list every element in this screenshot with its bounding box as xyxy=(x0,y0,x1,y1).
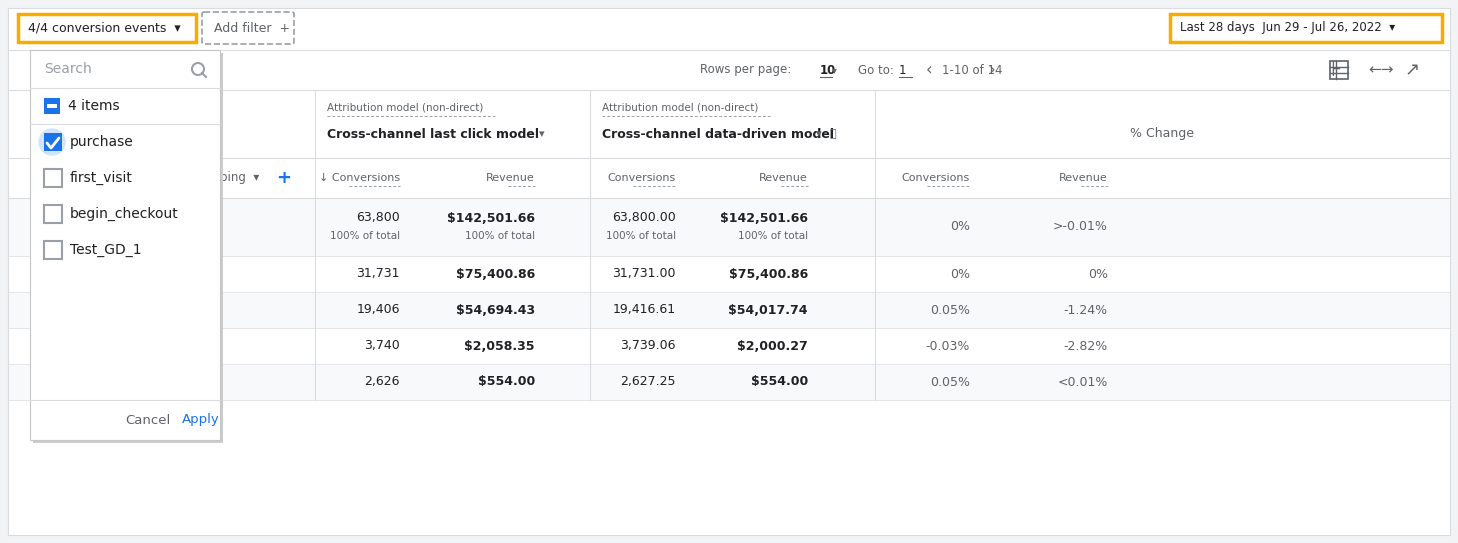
Text: 10: 10 xyxy=(819,64,837,77)
Bar xyxy=(7,256,1451,292)
Text: ⊦: ⊦ xyxy=(1330,60,1341,80)
Text: Conversions: Conversions xyxy=(608,173,677,183)
Text: $54,694.43: $54,694.43 xyxy=(456,304,535,317)
Text: 19,406: 19,406 xyxy=(357,304,399,317)
Text: 0%: 0% xyxy=(1088,268,1108,281)
Text: ↓ Conversions: ↓ Conversions xyxy=(319,173,399,183)
Text: $142,501.66: $142,501.66 xyxy=(448,212,535,224)
FancyBboxPatch shape xyxy=(203,12,295,44)
Text: Cross-channel data-driven model: Cross-channel data-driven model xyxy=(602,128,834,141)
Text: first_visit: first_visit xyxy=(70,171,133,185)
Text: 4/4 conversion events  ▾: 4/4 conversion events ▾ xyxy=(28,22,181,35)
Text: $75,400.86: $75,400.86 xyxy=(456,268,535,281)
Text: $554.00: $554.00 xyxy=(751,376,808,388)
Text: 0%: 0% xyxy=(951,268,970,281)
Bar xyxy=(44,241,63,259)
Bar xyxy=(17,14,195,42)
Text: <0.01%: <0.01% xyxy=(1057,376,1108,388)
Text: ▾: ▾ xyxy=(816,129,822,139)
Text: 4 items: 4 items xyxy=(69,99,120,113)
Text: Revenue: Revenue xyxy=(1060,173,1108,183)
Text: ←→: ←→ xyxy=(1368,62,1394,78)
Text: $75,400.86: $75,400.86 xyxy=(729,268,808,281)
Bar xyxy=(7,158,1451,198)
Bar xyxy=(47,104,57,108)
Text: 100% of total: 100% of total xyxy=(465,231,535,241)
Text: 63,800: 63,800 xyxy=(356,212,399,224)
Text: 0.05%: 0.05% xyxy=(930,376,970,388)
Text: 1: 1 xyxy=(900,64,907,77)
Text: 0%: 0% xyxy=(951,220,970,233)
Text: ▾: ▾ xyxy=(833,65,837,75)
Bar xyxy=(7,292,1451,328)
Bar xyxy=(7,328,1451,364)
Text: purchase: purchase xyxy=(70,135,134,149)
Text: Rows per page:: Rows per page: xyxy=(700,64,792,77)
Text: ›: › xyxy=(989,61,994,79)
Bar xyxy=(875,90,1451,158)
Bar xyxy=(7,198,1451,256)
Text: 2,627.25: 2,627.25 xyxy=(621,376,677,388)
Text: ↗: ↗ xyxy=(1404,61,1419,79)
Text: 63,800.00: 63,800.00 xyxy=(612,212,677,224)
Text: Revenue: Revenue xyxy=(760,173,808,183)
Text: 31,731.00: 31,731.00 xyxy=(612,268,677,281)
Text: Search: Search xyxy=(44,62,92,76)
Text: Conversions: Conversions xyxy=(901,173,970,183)
Text: +: + xyxy=(276,169,292,187)
Text: -2.82%: -2.82% xyxy=(1064,339,1108,352)
Text: 100% of total: 100% of total xyxy=(330,231,399,241)
Text: 31,731: 31,731 xyxy=(357,268,399,281)
Bar xyxy=(590,90,875,158)
Text: ▾: ▾ xyxy=(539,129,545,139)
Bar xyxy=(7,364,1451,400)
Text: Revenue: Revenue xyxy=(487,173,535,183)
Text: Add filter  +: Add filter + xyxy=(214,22,290,35)
Text: >-0.01%: >-0.01% xyxy=(1053,220,1108,233)
Bar xyxy=(34,53,223,443)
Bar xyxy=(44,133,63,151)
Text: 19,416.61: 19,416.61 xyxy=(612,304,677,317)
Circle shape xyxy=(39,129,66,155)
Text: ping  ▾: ping ▾ xyxy=(220,172,260,185)
Text: $142,501.66: $142,501.66 xyxy=(720,212,808,224)
Text: Cross-channel last click model: Cross-channel last click model xyxy=(327,128,539,141)
Text: 100% of total: 100% of total xyxy=(607,231,677,241)
Bar xyxy=(315,90,590,158)
Bar xyxy=(31,50,220,440)
Text: 4: 4 xyxy=(36,376,44,388)
Bar xyxy=(44,169,63,187)
Text: $2,000.27: $2,000.27 xyxy=(738,339,808,352)
Text: Paid Shopping: Paid Shopping xyxy=(60,376,168,388)
Text: 1-10 of 14: 1-10 of 14 xyxy=(942,64,1003,77)
Text: Cancel: Cancel xyxy=(125,414,171,426)
Bar xyxy=(44,98,60,114)
Text: ⓘ: ⓘ xyxy=(830,129,837,139)
Text: begin_checkout: begin_checkout xyxy=(70,207,179,221)
Text: Apply: Apply xyxy=(182,414,220,426)
Text: 3,739.06: 3,739.06 xyxy=(621,339,677,352)
Text: Paid Search: Paid Search xyxy=(60,339,149,352)
Text: Attribution model (non-direct): Attribution model (non-direct) xyxy=(327,103,484,113)
Bar xyxy=(44,205,63,223)
Bar xyxy=(1330,61,1349,79)
Text: 3,740: 3,740 xyxy=(364,339,399,352)
Text: Go to:: Go to: xyxy=(857,64,894,77)
Text: 100% of total: 100% of total xyxy=(738,231,808,241)
Text: -0.03%: -0.03% xyxy=(926,339,970,352)
Text: $54,017.74: $54,017.74 xyxy=(729,304,808,317)
Bar xyxy=(7,8,1451,50)
Text: -1.24%: -1.24% xyxy=(1064,304,1108,317)
Text: 3: 3 xyxy=(36,339,44,352)
Text: Attribution model (non-direct): Attribution model (non-direct) xyxy=(602,103,758,113)
Text: ‹: ‹ xyxy=(926,61,933,79)
Bar xyxy=(1169,14,1442,42)
Text: $554.00: $554.00 xyxy=(478,376,535,388)
Text: $2,058.35: $2,058.35 xyxy=(465,339,535,352)
Text: % Change: % Change xyxy=(1130,128,1194,141)
Text: Test_GD_1: Test_GD_1 xyxy=(70,243,141,257)
Text: 2,626: 2,626 xyxy=(364,376,399,388)
Text: 0.05%: 0.05% xyxy=(930,304,970,317)
Text: Last 28 days  Jun 29 - Jul 26, 2022  ▾: Last 28 days Jun 29 - Jul 26, 2022 ▾ xyxy=(1180,22,1395,35)
